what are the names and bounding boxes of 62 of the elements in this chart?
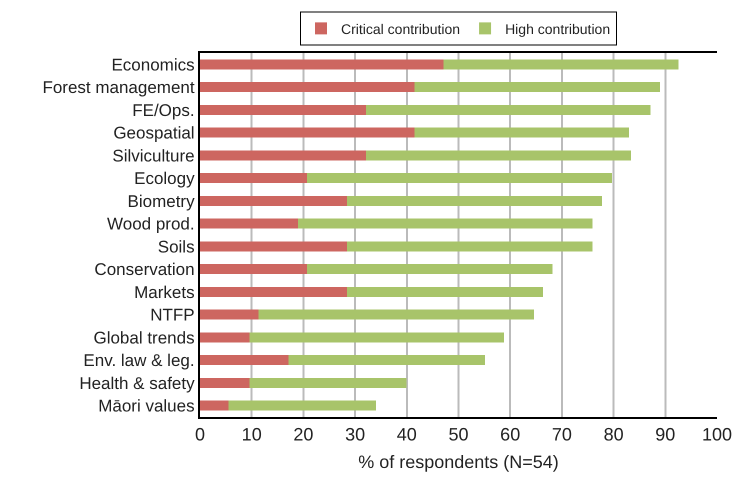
x-tick-label: 10 [242, 424, 262, 445]
bar [200, 104, 366, 115]
y-tick-label: Env. law & leg. [83, 351, 195, 370]
bar [250, 378, 406, 388]
legend-label: Critical contribution [341, 20, 460, 37]
legend-label: High contribution [505, 20, 610, 37]
x-tick-label: 100 [702, 424, 732, 445]
y-tick-label: Ecology [134, 169, 196, 188]
bar [200, 355, 288, 366]
y-tick-label: Soils [158, 237, 195, 256]
y-tick-label: Māori values [98, 396, 195, 416]
x-axis-title: % of respondents (N=54) [358, 452, 559, 472]
bar [414, 82, 660, 92]
bar [200, 150, 366, 160]
x-tick-label: 60 [500, 424, 520, 445]
bar [250, 332, 504, 342]
x-tick-label: 50 [448, 424, 469, 445]
bar [200, 264, 308, 274]
bar [200, 378, 250, 388]
bar [200, 128, 415, 138]
bar [200, 196, 347, 206]
bar [200, 82, 415, 92]
bar [414, 128, 630, 138]
x-tick-label: 90 [655, 424, 676, 445]
bar [298, 218, 592, 229]
x-tick-label: 30 [345, 424, 366, 445]
x-tick-label: 0 [194, 424, 206, 445]
bar [200, 241, 347, 252]
x-tick-label: 80 [604, 424, 624, 445]
bar [366, 104, 650, 115]
bar [307, 173, 612, 184]
bar [444, 59, 679, 70]
bar [346, 286, 543, 297]
x-tick-label: 20 [293, 424, 314, 445]
y-tick-label: FE/Ops. [132, 100, 195, 120]
y-tick-label: Geospatial [113, 124, 195, 143]
x-tick-label: 70 [552, 424, 572, 445]
bar [200, 286, 347, 297]
bar [228, 400, 376, 411]
bar [200, 173, 308, 184]
x-tick-label: 40 [396, 424, 417, 445]
bar [200, 310, 258, 320]
y-tick-label: Forest management [42, 78, 195, 98]
y-tick-label: Wood prod. [107, 214, 195, 234]
y-tick-label: Markets [134, 282, 195, 302]
bar [366, 150, 632, 160]
bar [307, 264, 553, 274]
bar [346, 241, 592, 252]
y-tick-label: Economics [111, 55, 195, 74]
bar [200, 332, 250, 342]
bar [346, 196, 602, 206]
bar [200, 59, 444, 70]
y-tick-label: Biometry [128, 192, 196, 211]
y-tick-label: Conservation [94, 260, 195, 280]
y-tick-label: NTFP [150, 306, 195, 325]
bar [200, 400, 228, 411]
bar [288, 355, 485, 366]
y-tick-label: Silviculture [112, 146, 195, 166]
y-tick-label: Global trends [93, 328, 195, 348]
y-tick-label: Health & safety [79, 374, 196, 393]
bar [258, 310, 534, 320]
bar [200, 218, 298, 229]
